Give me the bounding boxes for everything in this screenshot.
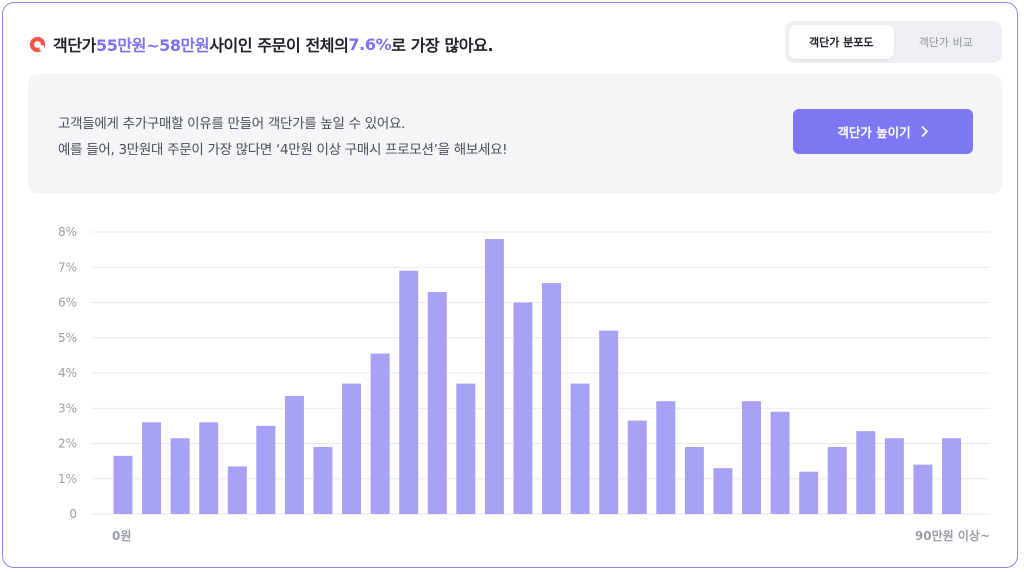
bar	[484, 239, 504, 515]
tab-distribution[interactable]: 객단가 분포도	[789, 25, 894, 59]
bar	[456, 383, 476, 514]
bar	[742, 401, 762, 514]
y-tick-label: 7%	[58, 260, 77, 274]
bar	[370, 353, 390, 514]
bar	[113, 455, 133, 514]
bar	[342, 383, 362, 514]
headline-mid: 사이인 주문이 전체의	[209, 36, 349, 55]
bar	[884, 438, 904, 514]
bar	[542, 283, 562, 514]
bar	[856, 431, 876, 514]
bar	[570, 383, 590, 514]
bar	[399, 270, 419, 514]
x-start-label: 0원	[112, 529, 131, 543]
bar	[284, 395, 304, 514]
bar	[656, 401, 676, 514]
bar	[770, 411, 790, 514]
bar	[313, 447, 333, 514]
brand-logo-icon	[29, 36, 46, 52]
y-tick-label: 2%	[58, 437, 77, 451]
bar	[170, 438, 190, 514]
headline-prefix: 객단가	[53, 36, 96, 55]
headline-suffix: 로 가장 많아요.	[391, 36, 494, 55]
bar	[142, 422, 162, 514]
y-tick-label: 3%	[58, 401, 77, 415]
y-tick-label: 0	[69, 507, 77, 521]
increase-aov-button[interactable]: 객단가 높이기	[793, 109, 973, 154]
bar	[227, 466, 247, 514]
bar	[827, 447, 847, 514]
bar	[627, 420, 647, 514]
bar	[942, 438, 961, 514]
tip-line-2: 예를 들어, 3만원대 주문이 가장 많다면 ‘4만원 이상 구매시 프로모션’…	[58, 142, 508, 158]
tab-compare[interactable]: 객단가 비교	[918, 36, 973, 49]
y-tick-label: 6%	[58, 296, 77, 310]
headline-range: 55만원~58만원	[95, 36, 210, 55]
tip-box: 고객들에게 추가구매할 이유를 만들어 객단가를 높일 수 있어요. 예를 들어…	[28, 74, 1002, 194]
bar	[256, 425, 276, 514]
y-tick-label: 4%	[58, 366, 77, 380]
headline-percent: 7.6%	[348, 34, 392, 54]
y-tick-label: 1%	[58, 472, 77, 486]
bar	[599, 330, 619, 514]
view-toggle: 객단가 분포도 객단가 비교	[785, 21, 1002, 63]
bar	[913, 464, 933, 514]
bar	[713, 468, 733, 514]
increase-aov-label: 객단가 높이기	[837, 125, 911, 140]
tip-line-1: 고객들에게 추가구매할 이유를 만들어 객단가를 높일 수 있어요.	[58, 116, 406, 132]
summary-headline: 객단가 55만원~58만원 사이인 주문이 전체의 7.6% 로 가장 많아요.	[29, 31, 494, 57]
y-tick-label: 5%	[58, 331, 77, 345]
chevron-right-icon	[921, 126, 928, 137]
y-tick-label: 8%	[58, 225, 77, 239]
bar	[427, 291, 447, 514]
bar	[513, 302, 533, 514]
bar	[199, 422, 219, 514]
x-end-label: 90만원 이상~	[915, 528, 990, 543]
bar	[684, 447, 704, 514]
bar	[799, 471, 819, 514]
